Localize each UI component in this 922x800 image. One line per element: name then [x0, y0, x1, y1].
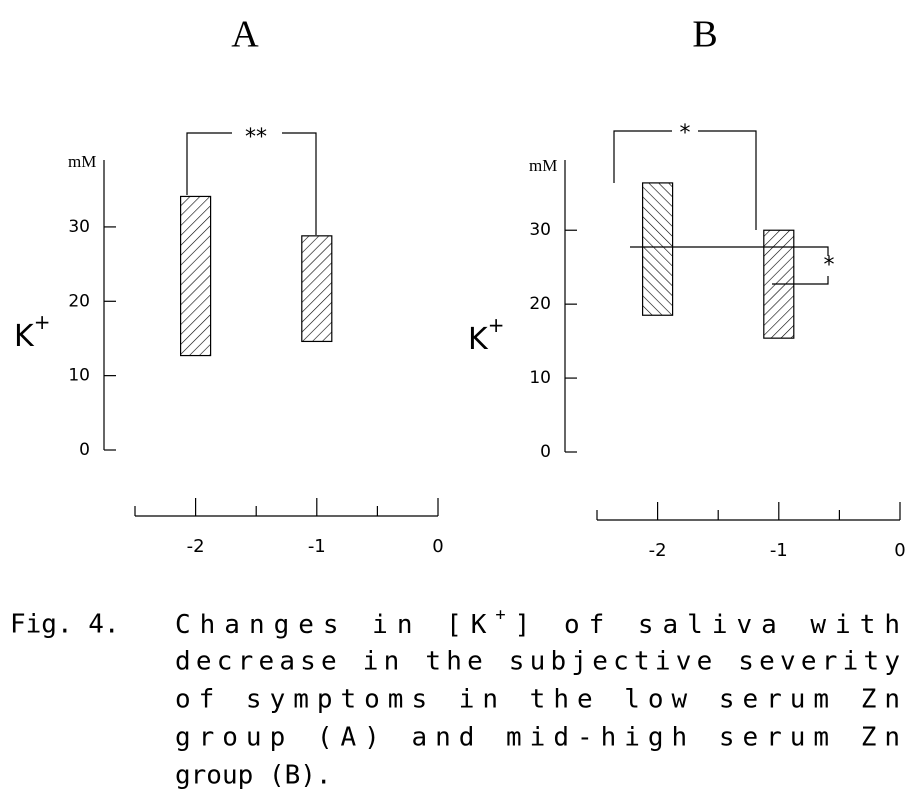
y-tick-label: 0: [79, 440, 90, 460]
bracket: [772, 276, 829, 285]
y-axis-label-sup: +: [488, 313, 505, 337]
bracket: [630, 246, 829, 256]
y-tick-label: 0: [540, 442, 551, 462]
x-tick-label: -2: [649, 540, 667, 561]
y-unit: mM: [529, 156, 557, 175]
significance-label: *: [824, 253, 835, 278]
x-tick-label: 0: [432, 536, 443, 557]
caption-line: of symptoms in the low serum Zn: [175, 685, 900, 715]
x-tick-label: -1: [308, 536, 326, 557]
caption-label: Fig. 4.: [10, 610, 120, 640]
caption-line: decrease in the subjective severity: [175, 647, 900, 677]
y-axis-label: K+: [468, 313, 504, 357]
bracket: [282, 132, 317, 235]
y-tick-label: 30: [68, 217, 90, 237]
bar: [301, 235, 333, 343]
bar: [641, 182, 674, 316]
x-tick-label: -2: [187, 536, 205, 557]
x-tick-label: -1: [770, 540, 788, 561]
y-tick-label: 20: [529, 294, 551, 314]
y-tick-label: 30: [529, 220, 551, 240]
bracket: [698, 130, 757, 230]
y-tick-label: 10: [68, 366, 90, 386]
x-tick-label: 0: [894, 540, 905, 561]
caption-text: Changes in [K: [175, 610, 487, 640]
bracket: [186, 132, 232, 195]
y-axis-label-sup: +: [34, 310, 51, 334]
panel-title: B: [692, 14, 717, 56]
bar: [180, 195, 212, 357]
panel-title: A: [231, 14, 259, 56]
caption-sup: +: [495, 605, 505, 625]
y-axis-label-text: K: [14, 319, 35, 354]
caption-line: group (A) and mid-high serum Zn: [175, 723, 900, 753]
significance-label: *: [680, 121, 691, 146]
bracket: [613, 130, 672, 183]
significance-label: **: [245, 125, 267, 150]
y-tick-label: 20: [68, 291, 90, 311]
y-axis-label: K+: [14, 310, 50, 354]
caption-text: ] of saliva with: [515, 610, 900, 640]
caption: Fig. 4. Changes in [K + ] of saliva with d…: [10, 605, 900, 791]
caption-line: Changes in [K + ] of saliva with: [175, 605, 900, 640]
y-unit: mM: [68, 152, 96, 171]
y-tick-label: 10: [529, 368, 551, 388]
y-axis-label-text: K: [468, 322, 489, 357]
caption-line: group (B).: [175, 761, 332, 791]
